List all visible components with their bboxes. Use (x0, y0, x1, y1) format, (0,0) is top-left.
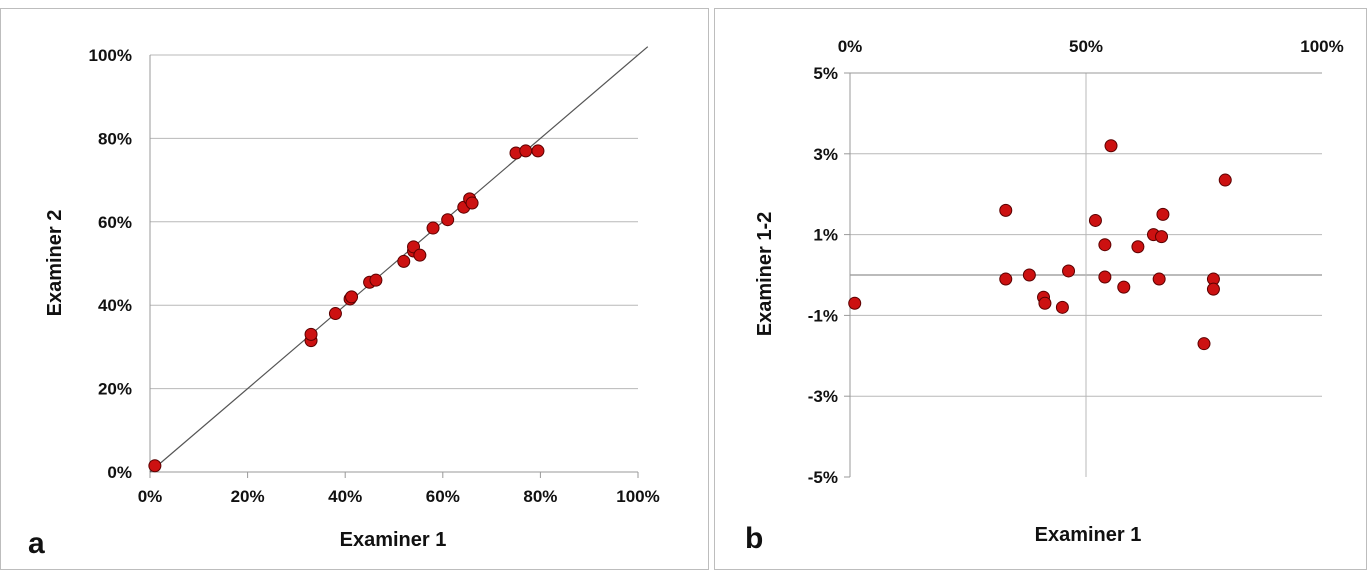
panel-b-y-tick-label: 1% (813, 226, 838, 245)
panel-b-y-tick-label: -5% (808, 468, 838, 487)
panel-a-data-point (304, 327, 318, 341)
panel-b-data-point (1038, 296, 1052, 310)
panel-a-x-tick-label: 20% (231, 487, 265, 506)
panel-b-y-axis-title: Examiner 1-2 (754, 212, 776, 337)
panel-b-y-tick-label: 3% (813, 145, 838, 164)
panel-b-data-point (1206, 282, 1220, 296)
panel-a-data-point (328, 307, 342, 321)
panel-b-x-tick-label: 50% (1069, 37, 1103, 56)
panel-b-data-point (1152, 272, 1166, 286)
panel-a-data-point (465, 196, 479, 210)
panel-b-x-axis-title: Examiner 1 (1035, 524, 1142, 546)
panel-a-data-point (345, 290, 359, 304)
panel-b-data-point (1117, 280, 1131, 294)
panel-a-x-axis-title: Examiner 1 (340, 529, 447, 551)
panel-b: 5% 3% 1% -1% -3% -5% 0% 50% 100% (808, 37, 1344, 487)
panel-b-x-tick-label: 100% (1300, 37, 1343, 56)
panel-a-x-tick-label: 60% (426, 487, 460, 506)
panel-a-frame (0, 8, 709, 570)
panel-a-x-tick-label: 40% (328, 487, 362, 506)
panel-a-y-tick-label: 40% (98, 296, 132, 315)
panel-a-x-tick-label: 0% (138, 487, 163, 506)
panel-a-y-tick-label: 80% (98, 129, 132, 148)
panel-a-y-axis-title: Examiner 2 (44, 210, 66, 317)
panel-a-data-point (148, 459, 162, 473)
panel-a: 0% 20% 40% 60% 80% 100% 0% 20% 40% 60% 80% 100% (89, 46, 660, 506)
panel-a-label: a (28, 527, 45, 560)
panel-a-y-tick-label: 60% (98, 213, 132, 232)
panel-b-data-point (1022, 268, 1036, 282)
panel-b-data-point (1104, 139, 1118, 153)
panel-a-data-point (397, 254, 411, 268)
panel-b-data-point (1098, 238, 1112, 252)
panel-a-data-point (441, 213, 455, 227)
panel-b-y-tick-label: -3% (808, 387, 838, 406)
panel-b-data-point (999, 272, 1013, 286)
panel-b-data-point (999, 203, 1013, 217)
panel-a-y-tick-label: 0% (107, 463, 132, 482)
panel-b-data-point (848, 296, 862, 310)
panel-a-data-point (519, 144, 533, 158)
panel-b-data-point (1062, 264, 1076, 278)
panel-a-y-tick-label: 20% (98, 380, 132, 399)
panel-b-data-point (1156, 207, 1170, 221)
panel-b-data-point (1131, 240, 1145, 254)
panel-a-data-point (413, 248, 427, 262)
panel-b-data-point (1088, 213, 1102, 227)
panel-a-x-tick-label: 100% (616, 487, 659, 506)
panel-b-y-tick-label: -1% (808, 306, 838, 325)
panel-a-x-tick-label: 80% (523, 487, 557, 506)
panel-b-y-tick-label: 5% (813, 64, 838, 83)
panel-a-data-point (426, 221, 440, 235)
panel-b-data-point (1155, 230, 1169, 244)
panel-b-data-point (1055, 300, 1069, 314)
panel-b-data-point (1218, 173, 1232, 187)
panel-a-y-tick-label: 100% (89, 46, 132, 65)
panel-a-data-point (531, 144, 545, 158)
panel-b-data-point (1098, 270, 1112, 284)
panel-b-x-tick-label: 0% (838, 37, 863, 56)
panel-b-data-point (1197, 337, 1211, 351)
panel-a-data-point (369, 273, 383, 287)
panel-b-label: b (745, 522, 763, 555)
